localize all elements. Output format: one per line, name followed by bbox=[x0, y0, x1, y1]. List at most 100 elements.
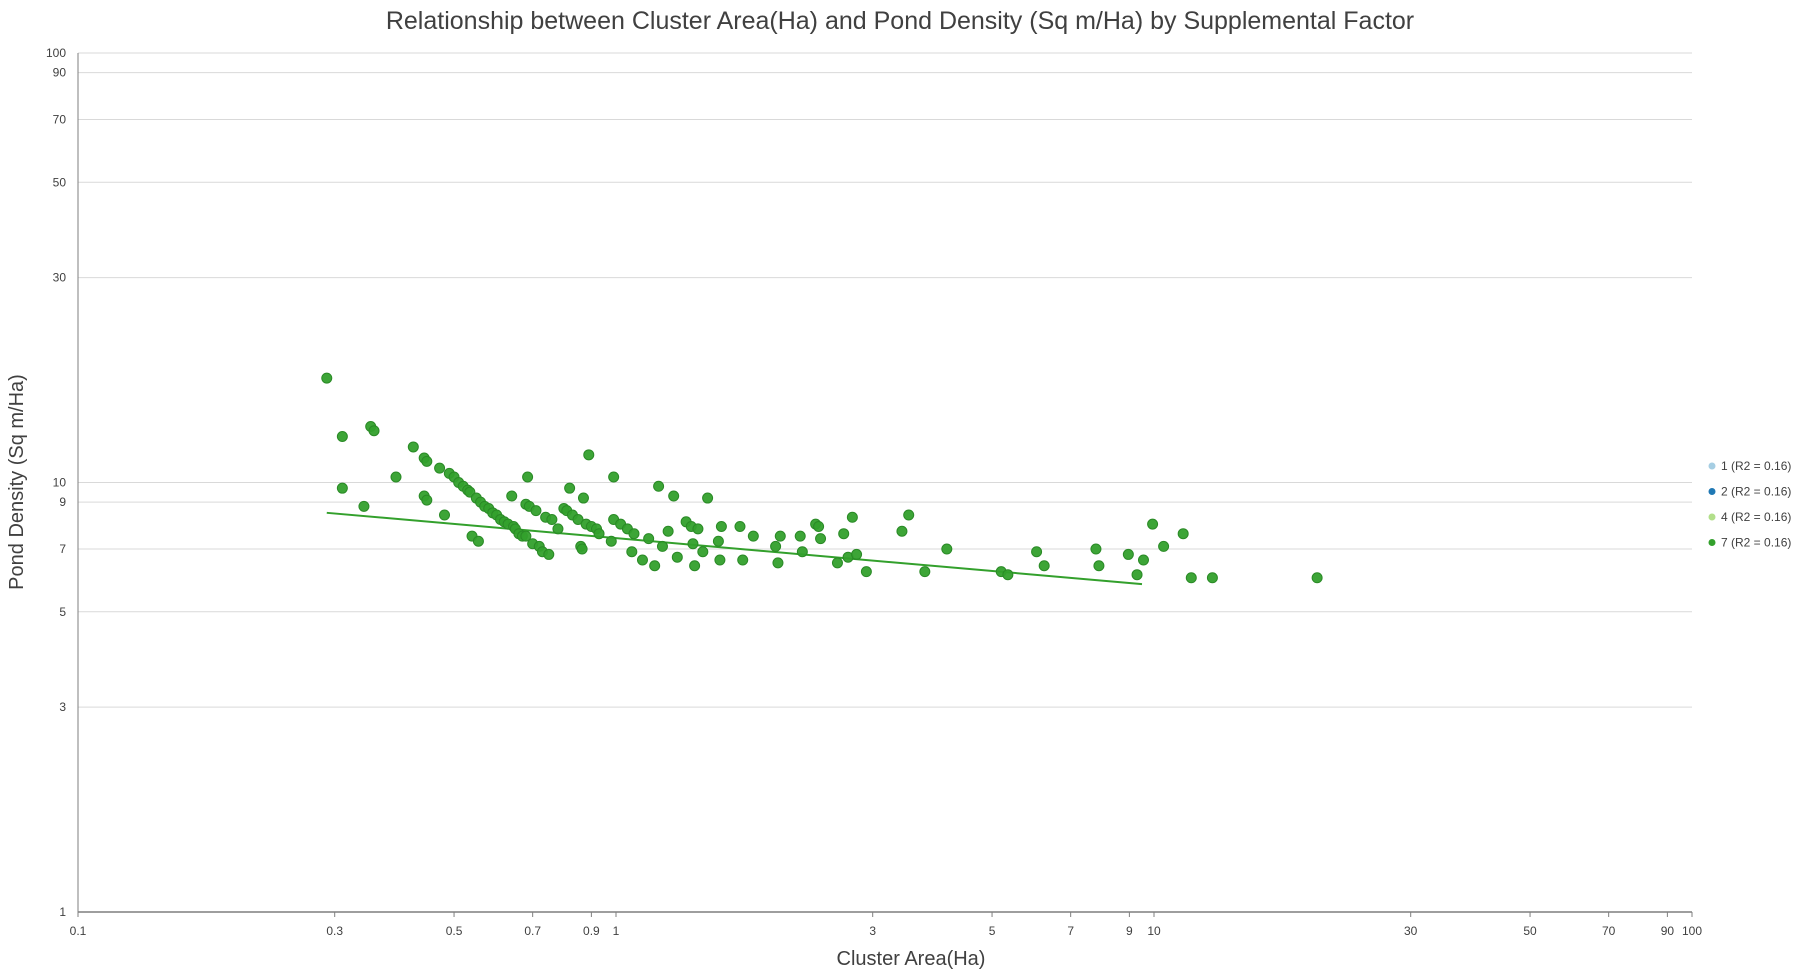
data-point[interactable] bbox=[734, 520, 746, 532]
data-point[interactable] bbox=[772, 557, 784, 569]
data-point[interactable] bbox=[1093, 560, 1105, 572]
data-point[interactable] bbox=[714, 554, 726, 566]
y-tick-label: 3 bbox=[59, 700, 66, 714]
data-point[interactable] bbox=[896, 525, 908, 537]
data-point[interactable] bbox=[860, 566, 872, 578]
data-point[interactable] bbox=[774, 530, 786, 542]
data-point[interactable] bbox=[1131, 569, 1143, 581]
data-point[interactable] bbox=[1031, 546, 1043, 558]
data-point[interactable] bbox=[697, 546, 709, 558]
points-group bbox=[321, 372, 1323, 584]
x-tick-label: 0.5 bbox=[446, 924, 463, 938]
data-point[interactable] bbox=[434, 462, 446, 474]
data-point[interactable] bbox=[1122, 548, 1134, 560]
legend-label: 1 (R2 = 0.16) bbox=[1721, 459, 1791, 473]
data-point[interactable] bbox=[390, 471, 402, 483]
data-point[interactable] bbox=[662, 525, 674, 537]
data-point[interactable] bbox=[1311, 572, 1323, 584]
y-tick-label: 30 bbox=[53, 271, 67, 285]
data-point[interactable] bbox=[1177, 528, 1189, 540]
data-point[interactable] bbox=[1158, 540, 1170, 552]
data-point[interactable] bbox=[851, 548, 863, 560]
data-point[interactable] bbox=[846, 511, 858, 523]
legend-marker bbox=[1708, 462, 1716, 470]
data-point[interactable] bbox=[794, 530, 806, 542]
data-point[interactable] bbox=[941, 543, 953, 555]
data-point[interactable] bbox=[530, 505, 542, 517]
data-point[interactable] bbox=[608, 471, 620, 483]
legend-label: 2 (R2 = 0.16) bbox=[1721, 485, 1791, 499]
data-point[interactable] bbox=[421, 455, 433, 467]
data-point[interactable] bbox=[583, 449, 595, 461]
data-point[interactable] bbox=[572, 514, 584, 526]
data-point[interactable] bbox=[1137, 554, 1149, 566]
data-point[interactable] bbox=[656, 540, 668, 552]
data-point[interactable] bbox=[506, 490, 518, 502]
legend[interactable]: 1 (R2 = 0.16) 2 (R2 = 0.16) 4 (R2 = 0.16) 7… bbox=[1708, 459, 1792, 550]
x-tick-label: 10 bbox=[1147, 924, 1161, 938]
data-point[interactable] bbox=[668, 490, 680, 502]
data-point[interactable] bbox=[687, 538, 699, 550]
legend-item[interactable]: 4 (R2 = 0.16) bbox=[1708, 510, 1792, 524]
x-tick-label: 50 bbox=[1523, 924, 1537, 938]
data-point[interactable] bbox=[702, 492, 714, 504]
data-point[interactable] bbox=[671, 551, 683, 563]
data-point[interactable] bbox=[692, 523, 704, 535]
data-point[interactable] bbox=[421, 494, 433, 506]
data-point[interactable] bbox=[576, 543, 588, 555]
data-point[interactable] bbox=[1147, 518, 1159, 530]
data-point[interactable] bbox=[831, 557, 843, 569]
data-point[interactable] bbox=[712, 535, 724, 547]
data-point[interactable] bbox=[472, 535, 484, 547]
data-point[interactable] bbox=[747, 530, 759, 542]
data-point[interactable] bbox=[796, 546, 808, 558]
y-tick-label: 70 bbox=[53, 113, 67, 127]
data-point[interactable] bbox=[1090, 543, 1102, 555]
legend-item[interactable]: 7 (R2 = 0.16) bbox=[1708, 536, 1792, 550]
data-point[interactable] bbox=[358, 500, 370, 512]
data-point[interactable] bbox=[653, 480, 665, 492]
data-point[interactable] bbox=[919, 566, 931, 578]
data-point[interactable] bbox=[543, 548, 555, 560]
data-point[interactable] bbox=[1206, 572, 1218, 584]
data-point[interactable] bbox=[546, 514, 558, 526]
grid bbox=[78, 52, 1692, 708]
data-point[interactable] bbox=[626, 546, 638, 558]
data-point[interactable] bbox=[636, 554, 648, 566]
data-point[interactable] bbox=[737, 554, 749, 566]
legend-label: 7 (R2 = 0.16) bbox=[1721, 536, 1791, 550]
data-point[interactable] bbox=[522, 471, 534, 483]
x-tick-label: 0.3 bbox=[326, 924, 343, 938]
data-point[interactable] bbox=[407, 441, 419, 453]
data-point[interactable] bbox=[628, 528, 640, 540]
data-point[interactable] bbox=[577, 492, 589, 504]
data-point[interactable] bbox=[520, 530, 532, 542]
data-point[interactable] bbox=[336, 482, 348, 494]
x-tick-label: 7 bbox=[1067, 924, 1074, 938]
legend-label: 4 (R2 = 0.16) bbox=[1721, 510, 1791, 524]
data-point[interactable] bbox=[1038, 560, 1050, 572]
data-point[interactable] bbox=[838, 528, 850, 540]
legend-item[interactable]: 2 (R2 = 0.16) bbox=[1708, 485, 1792, 499]
data-point[interactable] bbox=[368, 425, 380, 437]
data-point[interactable] bbox=[593, 528, 605, 540]
data-point[interactable] bbox=[439, 509, 451, 521]
data-point[interactable] bbox=[770, 540, 782, 552]
data-point[interactable] bbox=[552, 523, 564, 535]
y-axis-ticks: 1 3 5 7 9 10 30 50 70 90 100 bbox=[46, 46, 66, 919]
data-point[interactable] bbox=[815, 533, 827, 545]
data-point[interactable] bbox=[605, 535, 617, 547]
data-point[interactable] bbox=[813, 520, 825, 532]
data-point[interactable] bbox=[1002, 569, 1014, 581]
data-point[interactable] bbox=[1185, 572, 1197, 584]
data-point[interactable] bbox=[903, 509, 915, 521]
data-point[interactable] bbox=[643, 533, 655, 545]
data-point[interactable] bbox=[336, 430, 348, 442]
data-point[interactable] bbox=[649, 560, 661, 572]
data-point[interactable] bbox=[715, 520, 727, 532]
legend-item[interactable]: 1 (R2 = 0.16) bbox=[1708, 459, 1792, 473]
data-point[interactable] bbox=[689, 560, 701, 572]
data-point[interactable] bbox=[321, 372, 333, 384]
data-point[interactable] bbox=[564, 482, 576, 494]
